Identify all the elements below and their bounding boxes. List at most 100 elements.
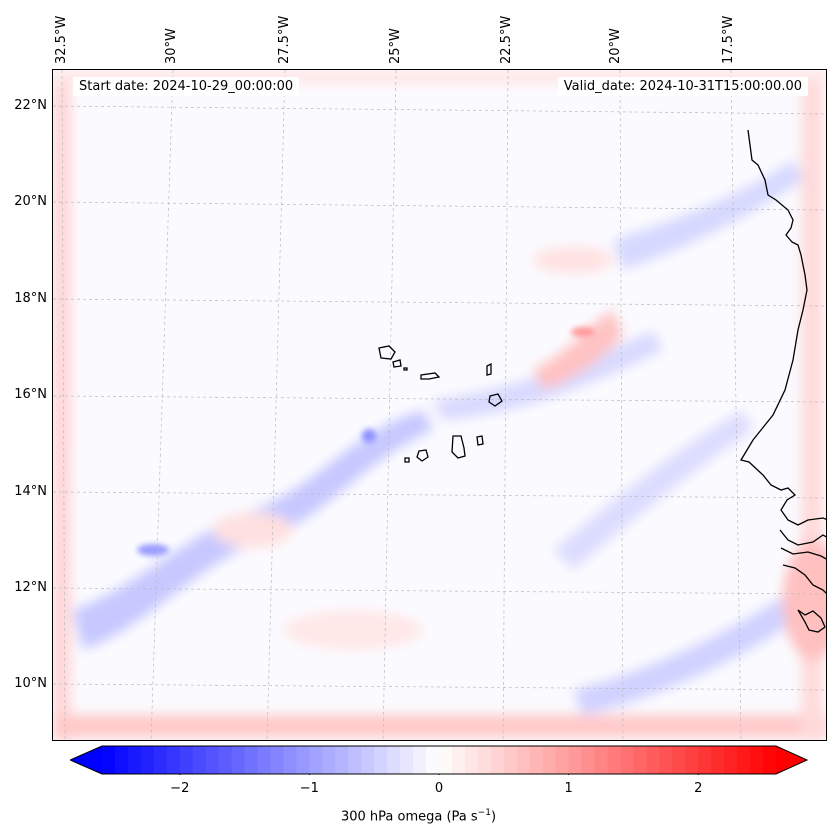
gridline-lon-17.5 [730,70,742,740]
colorbar-title-main: 300 hPa omega (Pa s [340,809,478,825]
gridline-lon-32.5 [61,70,66,740]
colorbar-tickmarks [179,774,699,775]
valid-date-label: Valid_date: 2024-10-31T15:00:00.00 [557,77,808,96]
colorbar-bin [322,746,336,774]
colorbar-bin [348,746,362,774]
descent-patch-southeast [783,540,826,660]
graticule [53,70,826,740]
colorbar-bin [659,746,673,774]
colorbar-bin [296,746,310,774]
colorbar-bin [374,746,388,774]
gridline-lon-27.5 [266,70,286,740]
colorbar-bin [568,746,583,774]
colorbar-bin [672,746,686,774]
colorbar-bin [400,746,414,774]
colorbar-bins [70,746,807,774]
gridline-lat-22 [53,105,826,115]
colorbar-bin [413,746,427,774]
gridline-lat-10 [53,683,826,691]
island-sao-nicolau [420,372,441,380]
colorbar-bin [620,746,634,774]
colorbar-bin [542,746,557,774]
coastlines [378,129,826,633]
colorbar-bin [711,746,725,774]
colorbar-bin [646,746,660,774]
colorbar-outline [70,745,808,775]
colorbar-tick-label: 1 [564,781,573,796]
lat-label-14n: 14°N [14,484,47,499]
colorbar-bin [166,746,181,774]
island-sao-vicente [392,359,402,368]
colorbar-bin [270,746,284,774]
colorbar-bin [633,746,647,774]
omega-shading [53,70,826,740]
gridline-lat-18 [53,298,826,307]
colorbar-bin [192,746,207,774]
colorbar-tick-label: 2 [694,781,703,796]
colorbar-bin [698,746,712,774]
island-santiago [451,435,466,459]
colorbar-bin [283,746,297,774]
colorbar-bin [309,746,323,774]
boundary-band-bottom [53,715,826,737]
colorbar-bin [607,746,621,774]
map-panel [52,69,827,741]
colorbar-bin [218,746,233,774]
island-sal [486,362,492,376]
colorbar-bin [529,746,544,774]
ascent-core-west [137,544,169,556]
colorbar-bin [516,746,531,774]
start-date-label: Start date: 2024-10-29_00:00:00 [73,77,300,96]
colorbar-bin [464,746,479,774]
lat-label-22n: 22°N [14,98,47,113]
colorbar-bin [335,746,349,774]
colorbar-bin [179,746,194,774]
colorbar-extend-max [776,746,807,774]
descent-patch-south [283,610,423,650]
colorbar-bin [127,746,142,774]
colorbar-bin [737,746,751,774]
descent-patch-north [533,246,613,274]
colorbar-bin [594,746,608,774]
colorbar-bin [153,746,168,774]
ascent-core-islands [362,429,376,443]
colorbar-bin [426,746,440,774]
lon-label-17.5w: 17.5°W [721,15,736,64]
colorbar-bin [140,746,155,774]
colorbar-bin [685,746,699,774]
colorbar-bin [114,746,129,774]
island-maio [476,435,484,446]
colorbar-tick-label: −1 [299,781,319,796]
omega-colorbar [70,745,808,775]
colorbar-bin [257,746,271,774]
colorbar-bin [581,746,596,774]
ascent-band-south [573,590,803,715]
boundary-band-left [53,70,71,740]
lat-label-18n: 18°N [14,291,47,306]
descent-core-islands [571,327,595,337]
island-brava [404,457,410,463]
lon-label-30w: 30°W [164,28,179,64]
colorbar-extend-min [70,746,102,774]
colorbar-title-exponent: −1 [477,808,491,818]
lon-label-25w: 25°W [388,28,403,64]
colorbar-bin [231,746,246,774]
colorbar-bin [750,746,764,774]
colorbar-bin [387,746,401,774]
descent-patch-center [533,310,623,390]
colorbar-title: 300 hPa omega (Pa s−1) [0,808,837,824]
gridline-lon-22.5 [502,70,509,740]
ascent-band-southeast [553,410,753,570]
omega-sharp-features [137,327,595,556]
descent-patch-west [213,512,293,548]
island-santa-luzia [403,367,408,371]
lat-label-10n: 10°N [14,676,47,691]
omega-field-map [53,70,826,740]
lat-label-12n: 12°N [14,580,47,595]
gridline-lon-20 [619,70,624,740]
africa-coastline [739,129,826,526]
colorbar-tick-label: 0 [434,781,444,796]
lat-label-20n: 20°N [14,194,47,209]
colorbar-bin [439,746,453,774]
lon-label-20w: 20°W [608,28,623,64]
